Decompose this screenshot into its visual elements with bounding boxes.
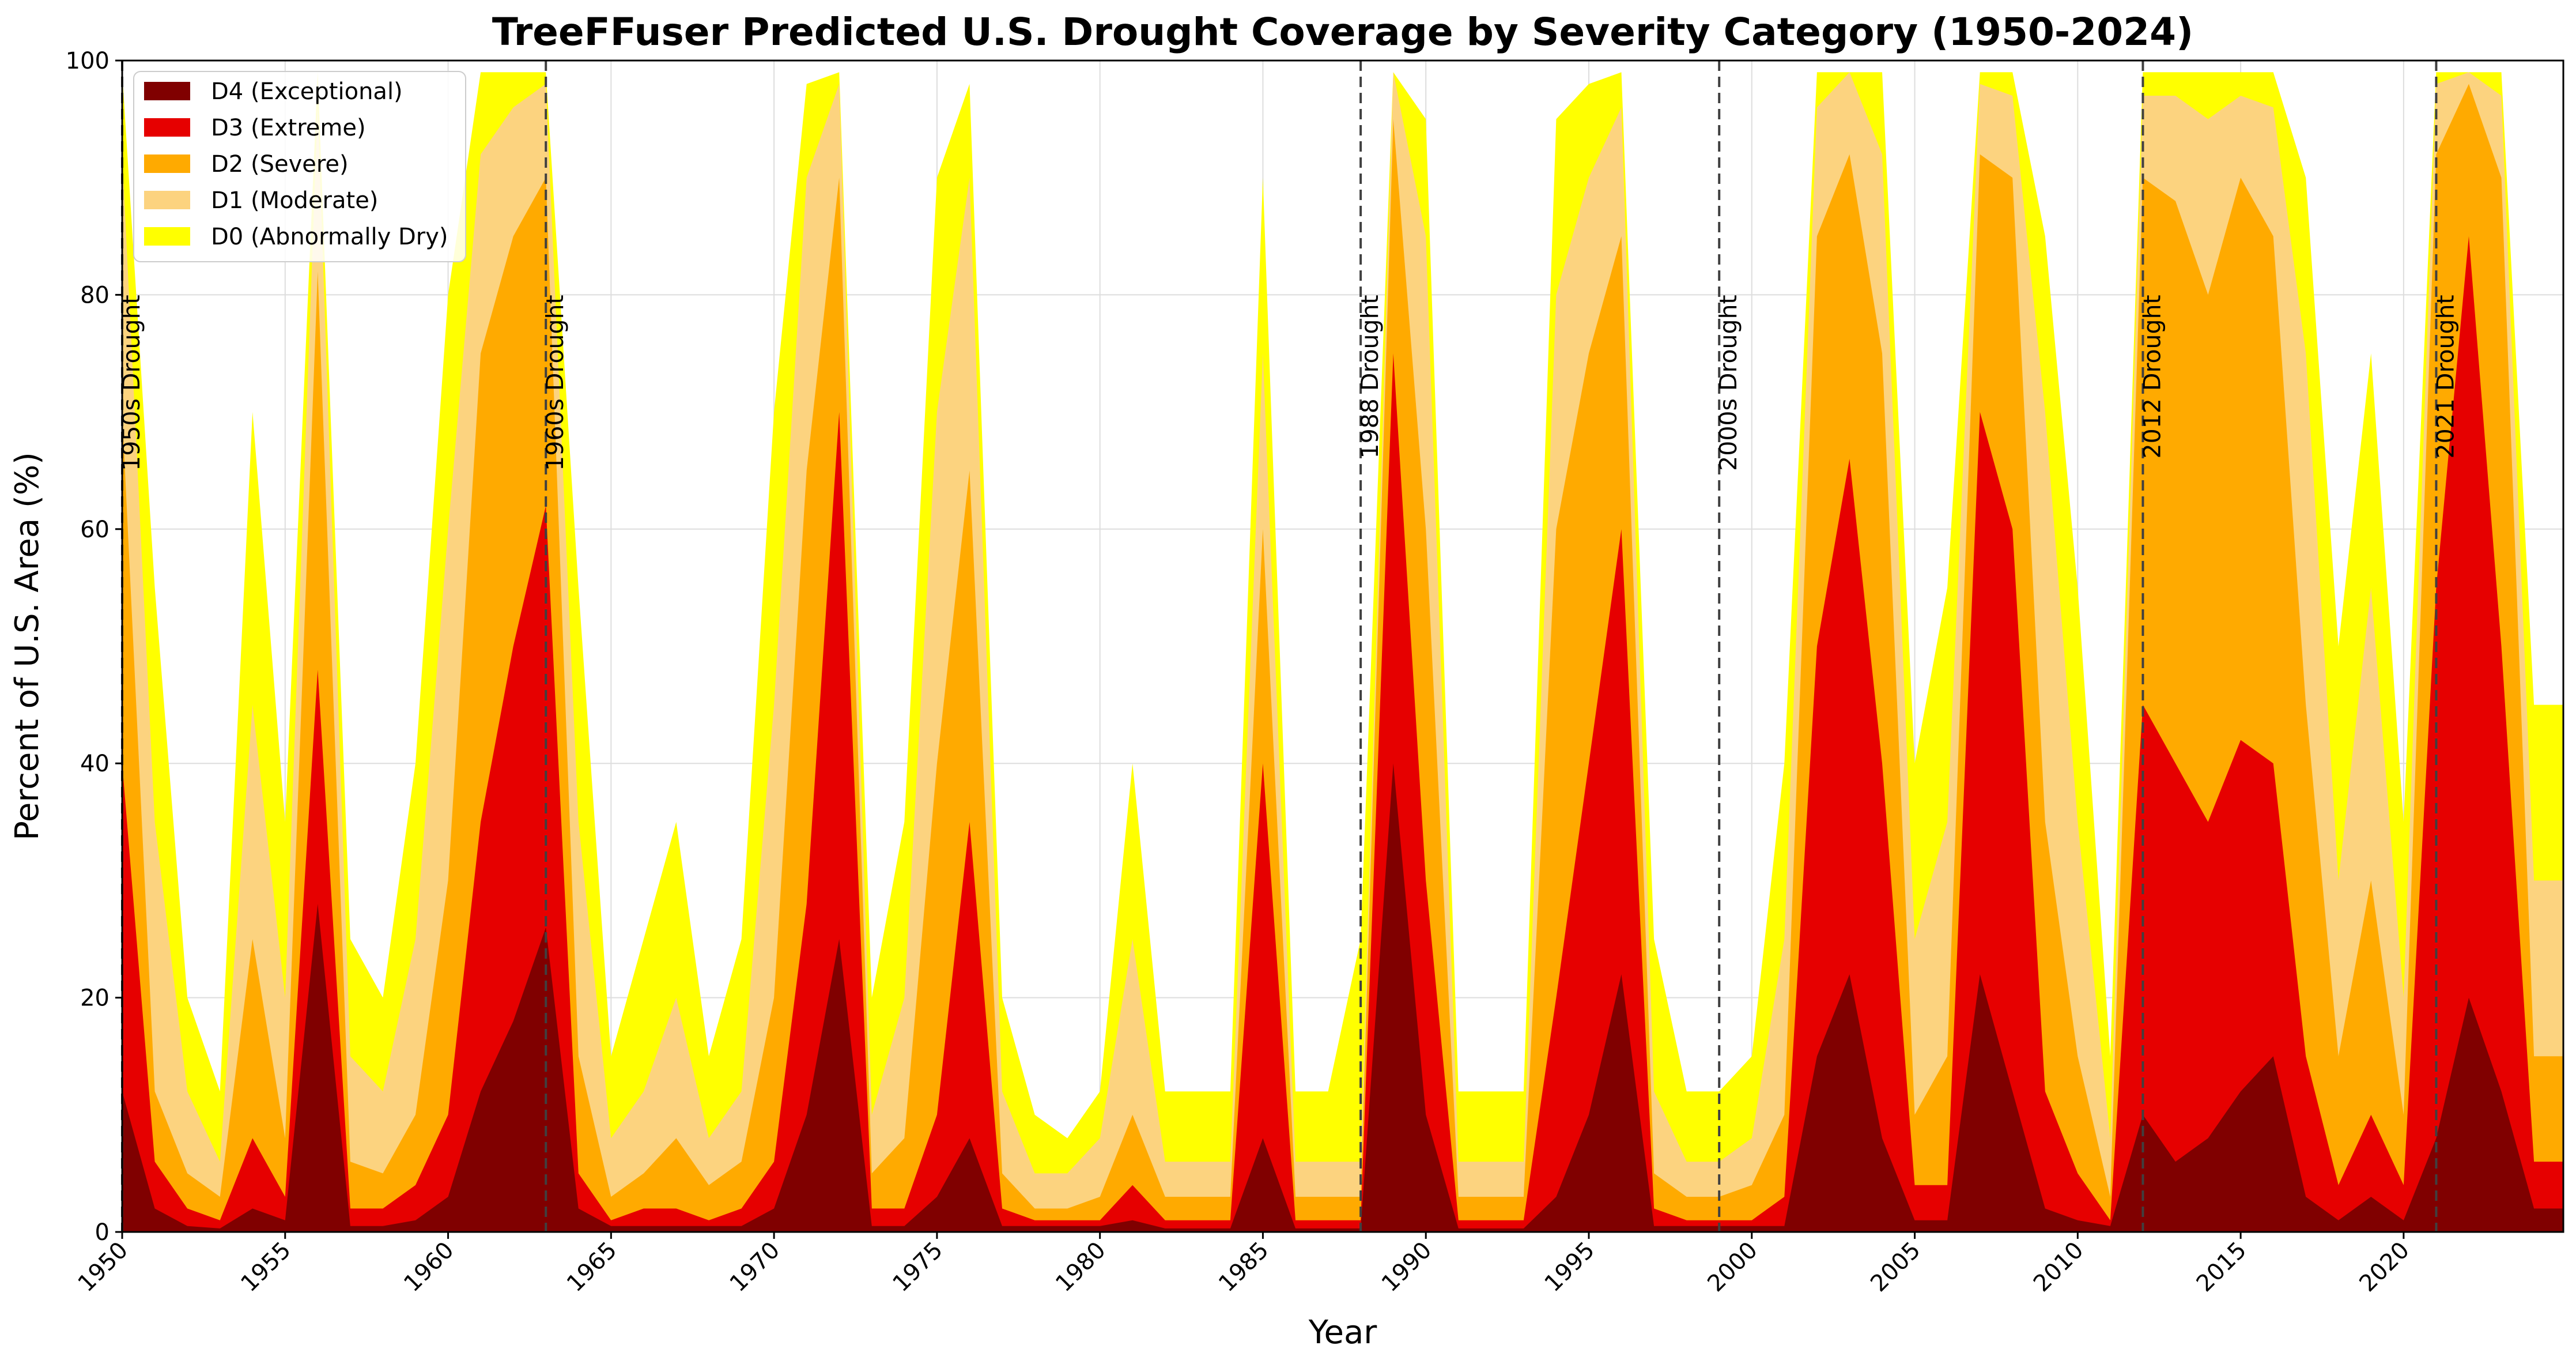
y-tick-label: 80 — [80, 282, 109, 308]
y-tick-label: 100 — [66, 48, 109, 74]
x-axis-label: Year — [1308, 1314, 1378, 1351]
legend-box — [133, 71, 466, 262]
legend-swatch — [144, 191, 190, 209]
chart-title: TreeFFuser Predicted U.S. Drought Covera… — [492, 10, 2193, 54]
y-tick-label: 0 — [95, 1219, 109, 1246]
legend-swatch — [144, 154, 190, 173]
event-label: 2021 Drought — [2431, 295, 2459, 458]
legend-label: D0 (Abnormally Dry) — [211, 224, 448, 250]
event-label: 1960s Drought — [541, 295, 569, 470]
y-axis-label: Percent of U.S. Area (%) — [9, 452, 46, 841]
area-d2 — [122, 84, 2563, 1232]
legend-label: D4 (Exceptional) — [211, 78, 403, 105]
legend-swatch — [144, 227, 190, 246]
legend-label: D1 (Moderate) — [211, 187, 378, 214]
legend-label: D2 (Severe) — [211, 151, 349, 178]
area-d3 — [122, 236, 2563, 1232]
legend-swatch — [144, 118, 190, 137]
event-label: 2012 Drought — [2138, 295, 2166, 458]
y-tick-label: 60 — [80, 517, 109, 543]
event-label: 2000s Drought — [1714, 295, 1742, 470]
drought-areas — [122, 72, 2563, 1232]
legend-swatch — [144, 82, 190, 100]
legend-label: D3 (Extreme) — [211, 115, 366, 141]
y-tick-label: 20 — [80, 985, 109, 1012]
plot-frame — [121, 59, 2564, 1233]
y-tick-label: 40 — [80, 751, 109, 777]
event-label: 1988 Drought — [1356, 295, 1384, 458]
legend: D4 (Exceptional) D3 (Extreme) D2 (Severe) D… — [133, 71, 466, 262]
